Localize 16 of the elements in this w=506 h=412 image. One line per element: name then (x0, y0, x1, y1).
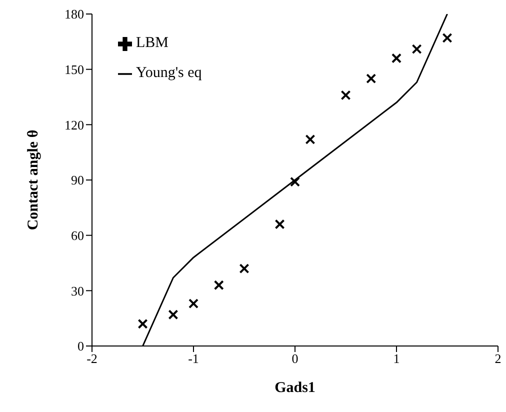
x-tick-label: -1 (188, 351, 199, 366)
y-tick-label: 180 (64, 6, 84, 22)
y-tick-label: 120 (64, 117, 84, 132)
y-tick-label: 30 (71, 283, 84, 298)
y-axis-title: Contact angle θ (25, 130, 42, 230)
x-tick-label: 1 (393, 351, 400, 366)
legend-label: LBM (136, 35, 169, 51)
legend-label: Young's eq (136, 65, 202, 81)
x-tick-label: 2 (494, 351, 502, 366)
y-tick-label: 90 (71, 172, 84, 188)
y-tick-label: 150 (64, 62, 84, 77)
x-tick-label: -2 (86, 351, 98, 366)
y-tick-label: 60 (71, 228, 84, 243)
x-axis-title: Gads1 (274, 380, 316, 396)
y-tick-label: 0 (78, 338, 84, 354)
x-tick-label: 0 (292, 351, 298, 366)
